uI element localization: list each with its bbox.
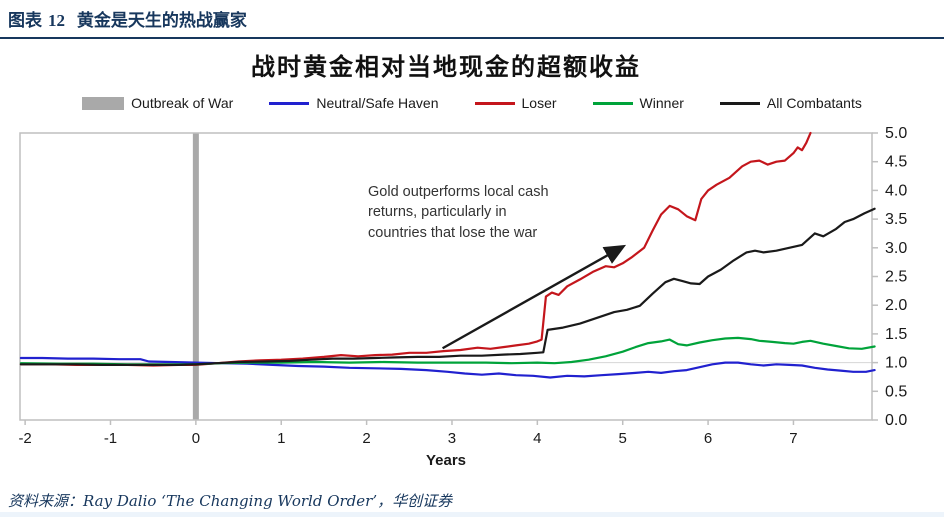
- legend-swatch-winner: [592, 101, 633, 105]
- chart-legend: Outbreak of War Neutral/Safe Haven Loser Wi…: [0, 92, 944, 114]
- legend-label-outbreak-of-war: Outbreak of War: [131, 95, 234, 111]
- series-line-loser: [19, 131, 812, 367]
- legend-label-all-combatants: All Combatants: [766, 95, 862, 111]
- x-tick-label: 3: [448, 430, 456, 447]
- legend-item-loser: Loser: [474, 95, 557, 111]
- y-tick-label: 5.0: [885, 125, 907, 142]
- legend-item-winner: Winner: [592, 95, 684, 111]
- legend-item-neutral-safe-haven: Neutral/Safe Haven: [269, 95, 439, 111]
- legend-swatch-all-combatants: [719, 101, 760, 105]
- x-tick-label: 6: [704, 430, 712, 447]
- legend-label-neutral-safe-haven: Neutral/Safe Haven: [316, 95, 439, 111]
- series-line-all-combatants: [19, 207, 876, 366]
- y-tick-label: 1.0: [885, 355, 907, 372]
- annotation-line-3: countries that lose the war: [368, 224, 538, 241]
- y-tick-label: 4.5: [885, 154, 907, 171]
- y-tick-label: 3.0: [885, 240, 907, 257]
- y-tick-label: 0.5: [885, 383, 907, 400]
- legend-swatch-outbreak-of-war: [82, 96, 125, 110]
- plot-frame: [19, 132, 873, 421]
- annotation-text: Gold outperforms local cash returns, par…: [368, 182, 598, 243]
- chart-title: 战时黄金相对当地现金的超额收益: [251, 53, 641, 81]
- annotation-line-1: Gold outperforms local cash: [368, 184, 549, 200]
- legend-item-all-combatants: All Combatants: [719, 95, 862, 111]
- x-tick-label: 0: [192, 430, 200, 447]
- legend-swatch-loser: [474, 101, 515, 105]
- y-tick-label: 1.5: [885, 326, 907, 343]
- series-line-neutral-safe-haven: [19, 356, 876, 379]
- x-tick-label: 2: [362, 430, 370, 447]
- bottom-strip: [0, 512, 944, 517]
- x-tick-label: -1: [104, 430, 117, 447]
- x-axis-title: Years: [426, 452, 466, 469]
- legend-item-outbreak-of-war: Outbreak of War: [82, 95, 233, 111]
- figure-label: 图表: [8, 11, 42, 31]
- y-tick-label: 4.0: [885, 182, 907, 199]
- x-tick-label: 4: [533, 430, 541, 447]
- legend-label-winner: Winner: [639, 95, 684, 111]
- x-tick-label: 1: [277, 430, 285, 447]
- source-note: 资料来源：Ray Dalio ‘The Changing World Order…: [8, 492, 453, 510]
- y-tick-label: 3.5: [885, 211, 907, 228]
- y-tick-label: 0.0: [885, 412, 907, 429]
- legend-swatch-neutral-safe-haven: [269, 101, 310, 105]
- annotation-arrow: [441, 244, 627, 350]
- legend-label-loser: Loser: [521, 95, 557, 111]
- figure-header: 图表 12 黄金是天生的热战赢家: [8, 6, 938, 31]
- x-tick-label: 5: [619, 430, 627, 447]
- figure-title: 黄金是天生的热战赢家: [76, 11, 247, 31]
- figure-number: 12: [48, 11, 65, 30]
- y-tick-label: 2.0: [885, 297, 907, 314]
- x-tick-label: 7: [789, 430, 797, 447]
- x-tick-label: -2: [18, 430, 31, 447]
- war-outbreak-band: [192, 133, 199, 420]
- annotation-line-2: returns, particularly in: [368, 204, 507, 221]
- header-divider: [0, 37, 944, 39]
- y-tick-label: 2.5: [885, 269, 907, 286]
